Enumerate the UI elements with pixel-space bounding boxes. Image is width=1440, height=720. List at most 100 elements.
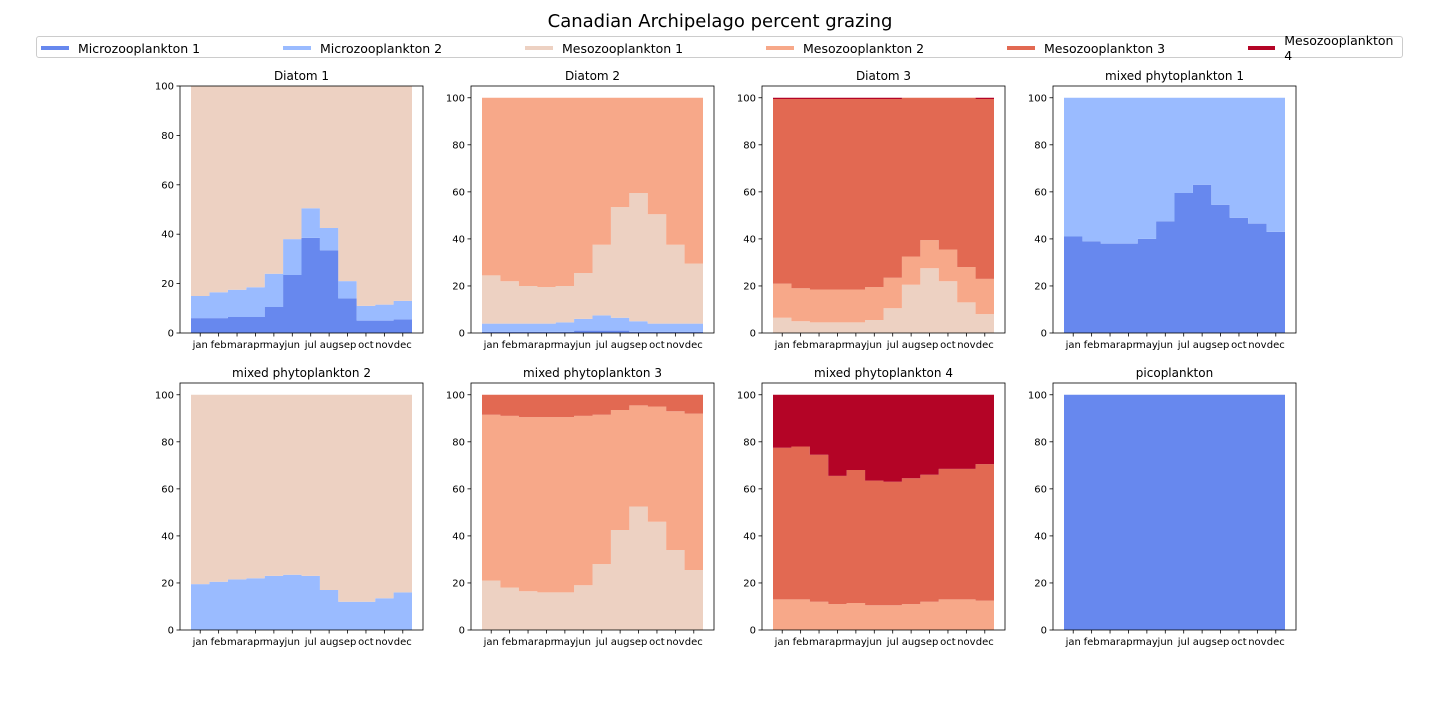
- x-tick-label-jan: jan: [774, 340, 790, 351]
- x-tick-label-jan: jan: [774, 637, 790, 648]
- y-tick-label: 80: [743, 437, 756, 448]
- band-mesozooplankton-1: [773, 268, 994, 333]
- band-mesozooplankton-3: [773, 97, 994, 290]
- x-tick-label-aug: aug: [320, 637, 339, 648]
- x-tick-label-mar: mar: [809, 340, 830, 351]
- y-tick-label: 60: [161, 484, 174, 495]
- x-tick-label-jan: jan: [192, 340, 208, 351]
- x-tick-label-jun: jun: [866, 637, 882, 648]
- band-microzooplankton-2: [191, 574, 412, 630]
- x-tick-label-may: may: [1136, 340, 1158, 351]
- legend-item-microzooplankton-1: Microzooplankton 1: [41, 39, 200, 57]
- chart-title: Canadian Archipelago percent grazing: [547, 11, 893, 32]
- x-tick-label-nov: nov: [375, 340, 393, 351]
- band-microzooplankton-1: [1064, 394, 1285, 630]
- y-tick-label: 100: [1028, 93, 1047, 104]
- x-tick-label-oct: oct: [1231, 340, 1247, 351]
- x-tick-label-oct: oct: [649, 637, 665, 648]
- y-tick-label: 80: [743, 140, 756, 151]
- panel-diatom-1: Diatom 1 0 20 40 60 80 100 jan feb mar apr may jun ju…: [155, 69, 424, 351]
- x-tick-label-jan: jan: [192, 637, 208, 648]
- legend-swatch: [766, 46, 794, 50]
- x-tick-label-jul: jul: [1177, 340, 1190, 351]
- x-tick-label-sep: sep: [921, 340, 939, 351]
- legend-swatch: [41, 46, 69, 50]
- x-tick-label-jul: jul: [304, 637, 317, 648]
- x-tick-label-apr: apr: [1120, 637, 1137, 648]
- x-tick-label-jun: jun: [284, 637, 300, 648]
- x-tick-label-may: may: [845, 340, 867, 351]
- legend-label: Mesozooplankton 1: [562, 40, 684, 56]
- x-tick-label-mar: mar: [227, 637, 248, 648]
- x-tick-label-oct: oct: [358, 340, 374, 351]
- band-mesozooplankton-1: [191, 86, 412, 306]
- y-tick-label: 0: [459, 626, 465, 637]
- x-tick-label-nov: nov: [957, 340, 975, 351]
- legend-label: Mesozooplankton 4: [1284, 33, 1394, 63]
- x-tick-label-jun: jun: [866, 340, 882, 351]
- x-tick-label-mar: mar: [518, 340, 539, 351]
- x-tick-label-aug: aug: [902, 637, 921, 648]
- x-tick-label-feb: feb: [211, 340, 227, 351]
- band-mesozooplankton-2: [773, 599, 994, 630]
- x-tick-label-jul: jul: [1177, 637, 1190, 648]
- panel-diatom-2: Diatom 2 0 20 40 60 80 100 jan feb mar apr may jun ju…: [446, 69, 715, 351]
- x-tick-label-mar: mar: [227, 340, 248, 351]
- x-tick-label-feb: feb: [793, 340, 809, 351]
- y-tick-label: 0: [168, 626, 174, 637]
- x-tick-label-aug: aug: [611, 637, 630, 648]
- band-mesozooplankton-4: [773, 394, 994, 482]
- x-tick-label-sep: sep: [339, 340, 357, 351]
- y-tick-label: 40: [1034, 531, 1047, 542]
- x-tick-label-sep: sep: [1212, 340, 1230, 351]
- axes-frame: [470, 85, 715, 334]
- panel-title: Diatom 1: [274, 69, 329, 83]
- band-mesozooplankton-1: [191, 394, 412, 602]
- x-tick-label-jan: jan: [483, 340, 499, 351]
- x-tick-label-mar: mar: [1100, 637, 1121, 648]
- y-tick-label: 80: [452, 140, 465, 151]
- panel-title: picoplankton: [1136, 366, 1213, 380]
- y-tick-label: 0: [1041, 626, 1047, 637]
- y-tick-label: 60: [1034, 484, 1047, 495]
- x-tick-label-dec: dec: [394, 637, 412, 648]
- y-tick-label: 20: [1034, 578, 1047, 589]
- y-tick-label: 80: [161, 131, 174, 142]
- y-tick-label: 60: [452, 484, 465, 495]
- panel-title: mixed phytoplankton 4: [814, 366, 953, 380]
- panel-title: mixed phytoplankton 3: [523, 366, 662, 380]
- x-tick-label-may: may: [845, 637, 867, 648]
- legend-swatch: [1248, 46, 1276, 50]
- x-tick-label-feb: feb: [793, 637, 809, 648]
- x-tick-label-apr: apr: [538, 340, 555, 351]
- legend-item-mesozooplankton-4: Mesozooplankton 4: [1248, 33, 1402, 63]
- x-tick-label-jan: jan: [1065, 340, 1081, 351]
- x-tick-label-feb: feb: [502, 637, 518, 648]
- y-tick-label: 60: [743, 187, 756, 198]
- y-tick-label: 20: [743, 578, 756, 589]
- y-tick-label: 20: [743, 281, 756, 292]
- x-tick-label-feb: feb: [1084, 637, 1100, 648]
- x-tick-label-apr: apr: [829, 340, 846, 351]
- band-mesozooplankton-4: [773, 97, 994, 99]
- x-tick-label-dec: dec: [976, 637, 994, 648]
- x-tick-label-jul: jul: [886, 637, 899, 648]
- y-tick-label: 20: [1034, 281, 1047, 292]
- y-tick-label: 40: [452, 531, 465, 542]
- x-tick-label-jul: jul: [595, 637, 608, 648]
- x-tick-label-mar: mar: [1100, 340, 1121, 351]
- y-tick-label: 100: [446, 93, 465, 104]
- y-tick-label: 60: [161, 180, 174, 191]
- x-tick-label-sep: sep: [630, 340, 648, 351]
- x-tick-label-sep: sep: [630, 637, 648, 648]
- y-tick-label: 0: [750, 329, 756, 340]
- legend: Microzooplankton 1 Microzooplankton 2 Me…: [36, 33, 1403, 63]
- x-tick-label-may: may: [554, 340, 576, 351]
- x-tick-label-may: may: [263, 637, 285, 648]
- band-microzooplankton-1: [1064, 184, 1285, 333]
- x-tick-label-nov: nov: [666, 637, 684, 648]
- legend-label: Mesozooplankton 2: [803, 40, 925, 56]
- y-tick-label: 60: [1034, 187, 1047, 198]
- x-tick-label-may: may: [263, 340, 285, 351]
